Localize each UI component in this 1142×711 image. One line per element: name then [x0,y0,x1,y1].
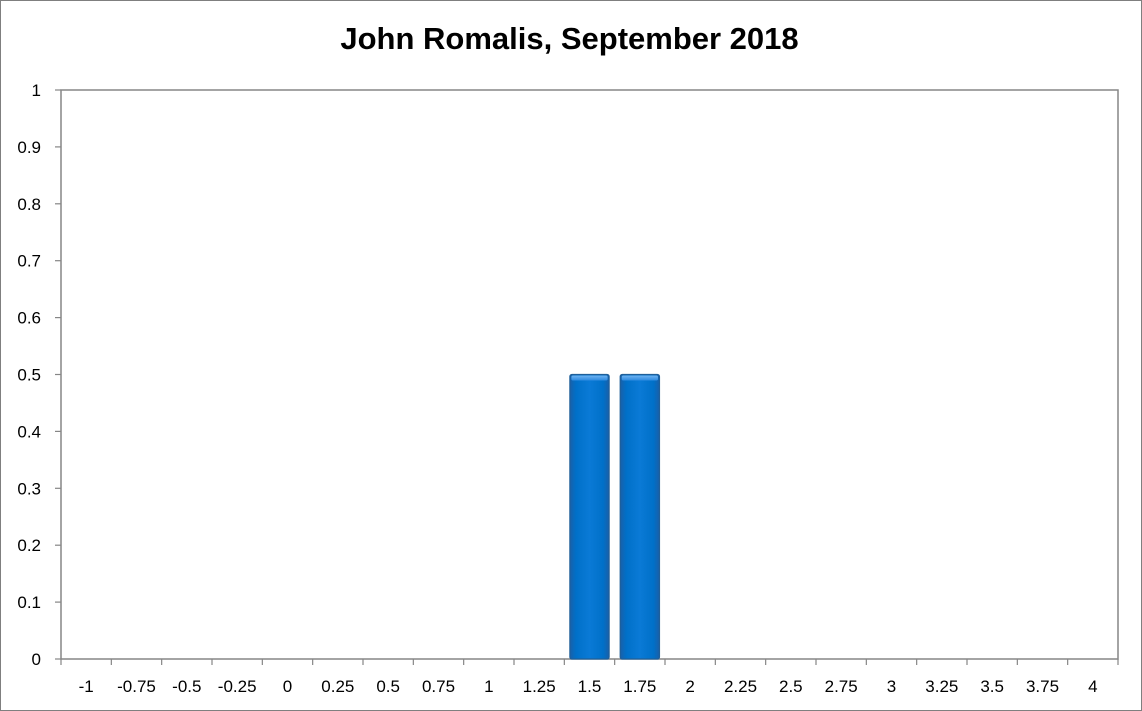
x-tick-label: 2.5 [779,677,803,696]
bar [569,373,610,660]
x-axis: -1 -0.75 -0.5 -0.25 0 0.25 0.5 0.75 1 1.25 1.5 1.75… [60,659,1119,696]
x-tick-label: 0 [283,677,292,696]
x-tick-label: 3.25 [925,677,958,696]
y-tick-label: 0.7 [17,252,41,271]
x-tick-label: 0.5 [376,677,400,696]
x-tick-label: -1 [79,677,94,696]
x-tick-label: 3.75 [1026,677,1059,696]
chart-title: John Romalis, September 2018 [340,21,799,56]
y-tick-label: 0.2 [17,536,41,555]
x-tick-label: 1.75 [623,677,656,696]
y-tick-label: 0.5 [17,366,41,385]
x-tick-label: 1.25 [523,677,556,696]
x-tick-label: 2.75 [825,677,858,696]
x-tick-label: 0.75 [422,677,455,696]
x-tick-label: -0.5 [172,677,201,696]
x-tick-label: -0.75 [117,677,156,696]
y-tick-label: 0.4 [17,422,41,441]
x-tick-label: 2.25 [724,677,757,696]
bar-1.5 [569,373,610,660]
bar [619,373,661,660]
x-tick-label: 1 [484,677,493,696]
x-tick-label: 4 [1088,677,1097,696]
x-tick-label: 0.25 [321,677,354,696]
x-tick-label: 2 [685,677,694,696]
y-tick-label: 0.1 [17,593,41,612]
y-axis: 0 0.1 0.2 0.3 0.4 0.5 0.6 0.7 0.8 0.9 1 [17,81,61,669]
y-tick-label: 1 [32,81,41,100]
x-tick-label: 3.5 [980,677,1004,696]
y-tick-label: 0.6 [17,309,41,328]
y-tick-label: 0.8 [17,195,41,214]
bar-series [569,373,661,660]
bar-top-highlight [571,375,608,381]
y-tick-label: 0.9 [17,138,41,157]
x-tick-label: 3 [887,677,896,696]
bar-1.75 [619,373,661,660]
y-tick-label: 0.3 [17,479,41,498]
x-tick-label: 1.5 [578,677,602,696]
y-tick-label: 0 [32,650,41,669]
bar-top-highlight [621,375,658,381]
x-tick-label: -0.25 [218,677,257,696]
